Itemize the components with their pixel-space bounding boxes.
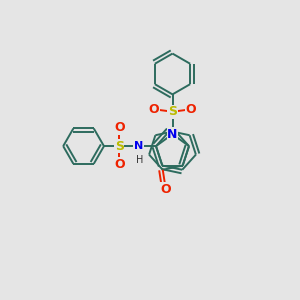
Text: O: O <box>160 183 171 196</box>
Text: O: O <box>149 103 160 116</box>
Text: O: O <box>114 158 124 171</box>
Text: O: O <box>114 121 124 134</box>
Text: N: N <box>167 128 178 141</box>
Text: O: O <box>185 103 196 116</box>
Text: S: S <box>168 105 177 118</box>
Text: N: N <box>134 141 143 151</box>
Text: H: H <box>136 155 143 165</box>
Text: S: S <box>115 140 124 153</box>
